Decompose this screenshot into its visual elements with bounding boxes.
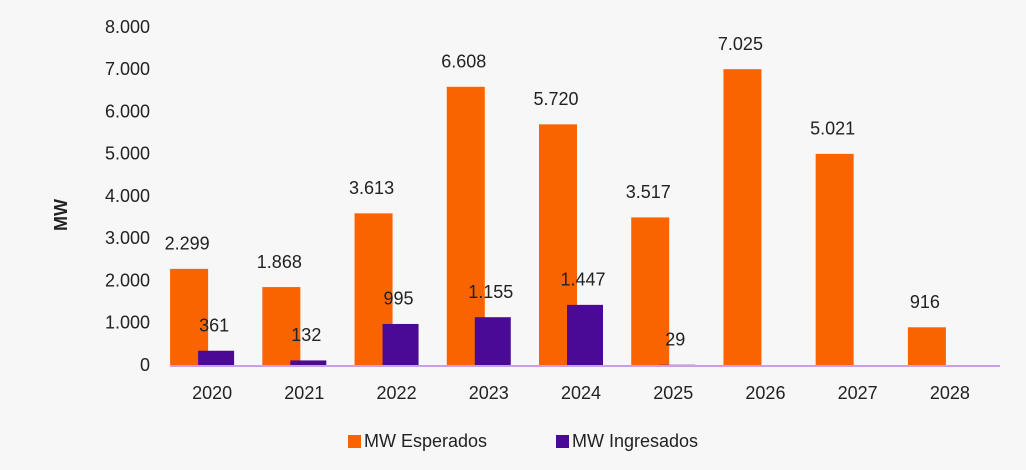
- data-label: 1.447: [560, 270, 605, 290]
- y-tick-label: 1.000: [105, 313, 150, 333]
- x-tick-label: 2021: [284, 383, 324, 403]
- data-label: 1.155: [468, 282, 513, 302]
- y-tick-label: 2.000: [105, 270, 150, 290]
- legend-label: MW Ingresados: [572, 431, 698, 451]
- x-tick-label: 2026: [745, 383, 785, 403]
- y-tick-label: 5.000: [105, 144, 150, 164]
- legend-label: MW Esperados: [364, 431, 487, 451]
- data-label: 5.720: [533, 89, 578, 109]
- bar: [262, 287, 301, 366]
- data-label: 6.608: [441, 52, 486, 72]
- x-tick-label: 2023: [469, 383, 509, 403]
- data-label: 361: [199, 315, 229, 335]
- y-tick-label: 6.000: [105, 101, 150, 121]
- data-label: 995: [384, 289, 414, 309]
- x-tick-label: 2027: [838, 383, 878, 403]
- y-tick-label: 0: [140, 355, 150, 375]
- x-tick-label: 2028: [930, 383, 970, 403]
- bar: [290, 360, 327, 366]
- bar: [382, 323, 419, 366]
- data-label: 132: [291, 325, 321, 345]
- data-label: 5.021: [810, 119, 855, 139]
- data-label: 1.868: [257, 252, 302, 272]
- x-tick-label: 2024: [561, 383, 601, 403]
- data-label: 7.025: [718, 34, 763, 54]
- bar: [567, 304, 603, 366]
- x-tick-label: 2020: [192, 383, 232, 403]
- bar: [631, 217, 670, 366]
- x-tick-label: 2025: [653, 383, 693, 403]
- legend-swatch: [556, 435, 569, 448]
- bar: [474, 317, 511, 366]
- data-label: 3.613: [349, 178, 394, 198]
- bar: [907, 327, 946, 366]
- bar: [170, 268, 209, 366]
- bar: [815, 153, 854, 366]
- x-tick-label: 2022: [377, 383, 417, 403]
- y-tick-label: 8.000: [105, 17, 150, 37]
- y-axis-label: MW: [51, 199, 71, 231]
- data-label: 916: [910, 292, 940, 312]
- data-label: 29: [665, 330, 685, 350]
- data-label: 3.517: [626, 182, 671, 202]
- bar: [723, 69, 762, 366]
- data-label: 2.299: [165, 234, 210, 254]
- bar: [198, 350, 235, 366]
- legend-swatch: [348, 435, 361, 448]
- y-tick-label: 3.000: [105, 228, 150, 248]
- y-tick-label: 4.000: [105, 186, 150, 206]
- y-tick-label: 7.000: [105, 59, 150, 79]
